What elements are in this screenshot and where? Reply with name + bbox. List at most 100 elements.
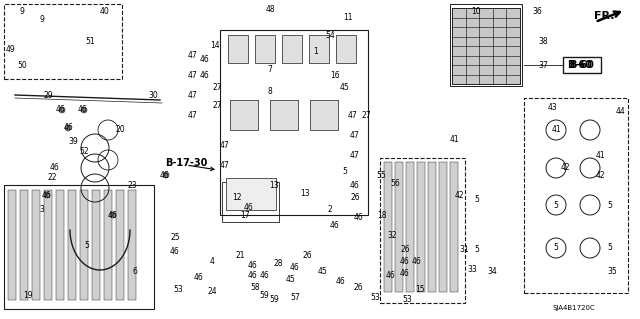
Text: 45: 45 bbox=[285, 276, 295, 285]
Text: 12: 12 bbox=[232, 194, 242, 203]
Text: 27: 27 bbox=[361, 110, 371, 120]
Text: 14: 14 bbox=[210, 41, 220, 49]
Text: 35: 35 bbox=[607, 268, 617, 277]
Text: 39: 39 bbox=[68, 137, 78, 146]
Text: 2: 2 bbox=[328, 205, 332, 214]
Text: 25: 25 bbox=[170, 234, 180, 242]
Text: 47: 47 bbox=[347, 110, 357, 120]
Text: B-60: B-60 bbox=[570, 60, 595, 70]
Text: 5: 5 bbox=[475, 196, 479, 204]
Text: 42: 42 bbox=[560, 164, 570, 173]
Text: 48: 48 bbox=[265, 5, 275, 14]
Bar bbox=[255, 35, 275, 63]
Text: 37: 37 bbox=[538, 61, 548, 70]
Text: 46: 46 bbox=[243, 204, 253, 212]
Text: 45: 45 bbox=[318, 268, 328, 277]
Bar bbox=[222, 182, 279, 222]
Text: 46: 46 bbox=[42, 190, 52, 199]
Bar bbox=[32, 190, 40, 300]
Text: 43: 43 bbox=[547, 102, 557, 112]
Text: 50: 50 bbox=[17, 61, 27, 70]
Text: 30: 30 bbox=[148, 91, 158, 100]
Text: 53: 53 bbox=[173, 286, 183, 294]
Text: 47: 47 bbox=[187, 91, 197, 100]
Text: 31: 31 bbox=[459, 246, 469, 255]
Text: B-60: B-60 bbox=[568, 60, 593, 70]
Text: 23: 23 bbox=[127, 181, 137, 189]
Circle shape bbox=[81, 107, 87, 113]
Text: 46: 46 bbox=[193, 272, 203, 281]
Text: 49: 49 bbox=[5, 46, 15, 55]
Text: 51: 51 bbox=[85, 38, 95, 47]
Text: 52: 52 bbox=[79, 147, 89, 157]
Bar bbox=[56, 190, 64, 300]
Text: 47: 47 bbox=[220, 160, 230, 169]
Text: 16: 16 bbox=[330, 70, 340, 79]
Text: 7: 7 bbox=[268, 65, 273, 75]
Text: 46: 46 bbox=[248, 271, 258, 280]
Circle shape bbox=[59, 107, 65, 113]
Bar bbox=[92, 190, 100, 300]
Text: 42: 42 bbox=[595, 170, 605, 180]
Bar bbox=[336, 35, 356, 63]
Text: 45: 45 bbox=[339, 84, 349, 93]
Bar bbox=[44, 190, 52, 300]
Text: 56: 56 bbox=[390, 179, 400, 188]
Bar bbox=[563, 57, 601, 73]
Bar bbox=[128, 190, 136, 300]
Text: 9: 9 bbox=[40, 16, 44, 25]
Text: 10: 10 bbox=[471, 8, 481, 17]
Text: 19: 19 bbox=[23, 291, 33, 300]
Bar bbox=[406, 162, 414, 292]
Text: 46: 46 bbox=[170, 248, 180, 256]
Bar bbox=[68, 190, 76, 300]
Circle shape bbox=[110, 212, 116, 218]
Bar bbox=[228, 35, 248, 63]
Text: 54: 54 bbox=[325, 31, 335, 40]
Text: 53: 53 bbox=[402, 295, 412, 305]
Text: 40: 40 bbox=[100, 8, 110, 17]
Text: 5: 5 bbox=[554, 201, 559, 210]
Text: 15: 15 bbox=[415, 286, 425, 294]
Text: 36: 36 bbox=[532, 8, 542, 17]
Text: 46: 46 bbox=[55, 106, 65, 115]
Text: 11: 11 bbox=[343, 13, 353, 23]
Bar bbox=[230, 100, 258, 130]
Text: 57: 57 bbox=[290, 293, 300, 302]
Text: 46: 46 bbox=[63, 123, 73, 132]
Bar bbox=[380, 158, 465, 303]
Bar bbox=[309, 35, 329, 63]
Text: 55: 55 bbox=[376, 170, 386, 180]
Text: 46: 46 bbox=[400, 257, 410, 266]
Text: 46: 46 bbox=[330, 220, 340, 229]
Text: 47: 47 bbox=[350, 151, 360, 160]
Text: 34: 34 bbox=[487, 268, 497, 277]
Bar bbox=[450, 162, 458, 292]
Text: 9: 9 bbox=[20, 8, 24, 17]
Text: 46: 46 bbox=[200, 56, 210, 64]
Text: B-17-30: B-17-30 bbox=[165, 158, 207, 168]
Text: 59: 59 bbox=[269, 295, 279, 305]
Bar bbox=[439, 162, 447, 292]
Text: 27: 27 bbox=[212, 84, 222, 93]
Text: 41: 41 bbox=[449, 136, 459, 145]
Text: 13: 13 bbox=[269, 181, 279, 189]
Text: 26: 26 bbox=[400, 246, 410, 255]
Text: 22: 22 bbox=[47, 174, 57, 182]
Bar bbox=[417, 162, 425, 292]
Text: 5: 5 bbox=[475, 246, 479, 255]
Text: 27: 27 bbox=[212, 100, 222, 109]
Text: 26: 26 bbox=[350, 194, 360, 203]
Text: 46: 46 bbox=[353, 213, 363, 222]
Text: 46: 46 bbox=[385, 271, 395, 279]
Text: 5: 5 bbox=[607, 243, 612, 253]
Text: 46: 46 bbox=[400, 269, 410, 278]
Text: 46: 46 bbox=[77, 106, 87, 115]
Text: 46: 46 bbox=[260, 271, 270, 279]
Bar bbox=[4, 185, 154, 309]
Text: 38: 38 bbox=[538, 38, 548, 47]
Text: 5: 5 bbox=[84, 241, 90, 249]
Text: 5: 5 bbox=[342, 167, 348, 176]
Bar bbox=[116, 190, 124, 300]
Text: 1: 1 bbox=[314, 48, 318, 56]
